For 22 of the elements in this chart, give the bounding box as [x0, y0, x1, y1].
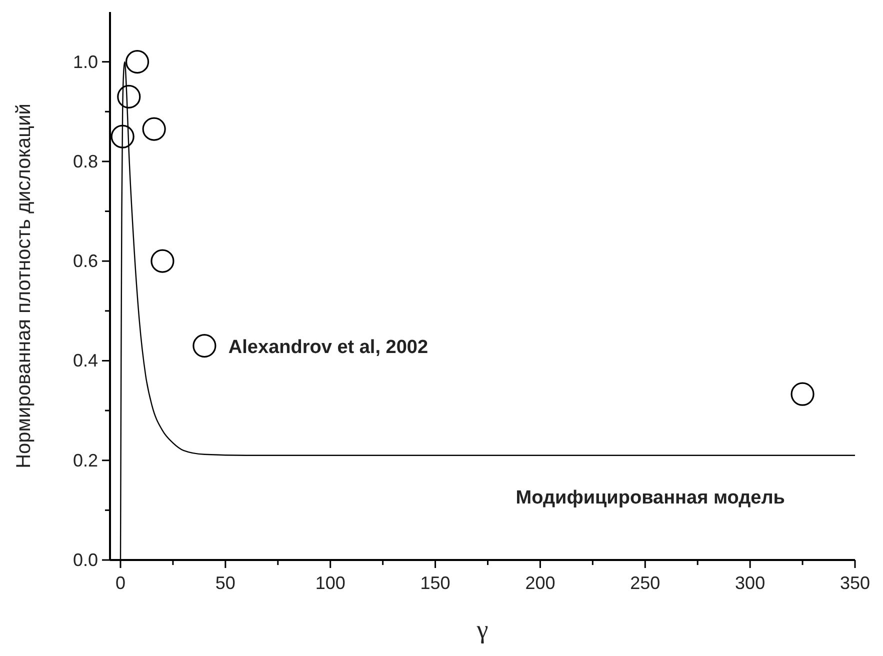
y-tick-label: 0.2 — [72, 450, 98, 470]
point — [142, 117, 166, 141]
x-axis-title: γ — [476, 615, 488, 644]
y-tick-label: 0.6 — [72, 251, 98, 272]
legend-label: Alexandrov et al, 2002 — [228, 336, 428, 358]
x-tick-label: 150 — [420, 573, 450, 593]
point — [790, 382, 814, 406]
x-tick-label: 250 — [630, 573, 660, 593]
x-tick-label: 100 — [315, 573, 346, 593]
series-label: Модифицированная модель — [516, 487, 785, 508]
point — [150, 249, 174, 273]
point — [125, 50, 150, 74]
y-tick-label: 0.8 — [72, 151, 98, 172]
y-tick-label: 0.4 — [72, 350, 98, 371]
x-tick-label: 350 — [840, 573, 870, 593]
x-tick-label: 0 — [115, 573, 126, 593]
y-tick-label: 1.0 — [72, 52, 98, 72]
x-tick-label: 50 — [215, 573, 236, 593]
x-tick-label: 300 — [735, 573, 766, 593]
y-tick-label: 0.0 — [72, 550, 98, 570]
y-axis-title: Нормированная плотность дислокаций — [13, 104, 35, 468]
x-tick-label: 200 — [525, 573, 556, 593]
